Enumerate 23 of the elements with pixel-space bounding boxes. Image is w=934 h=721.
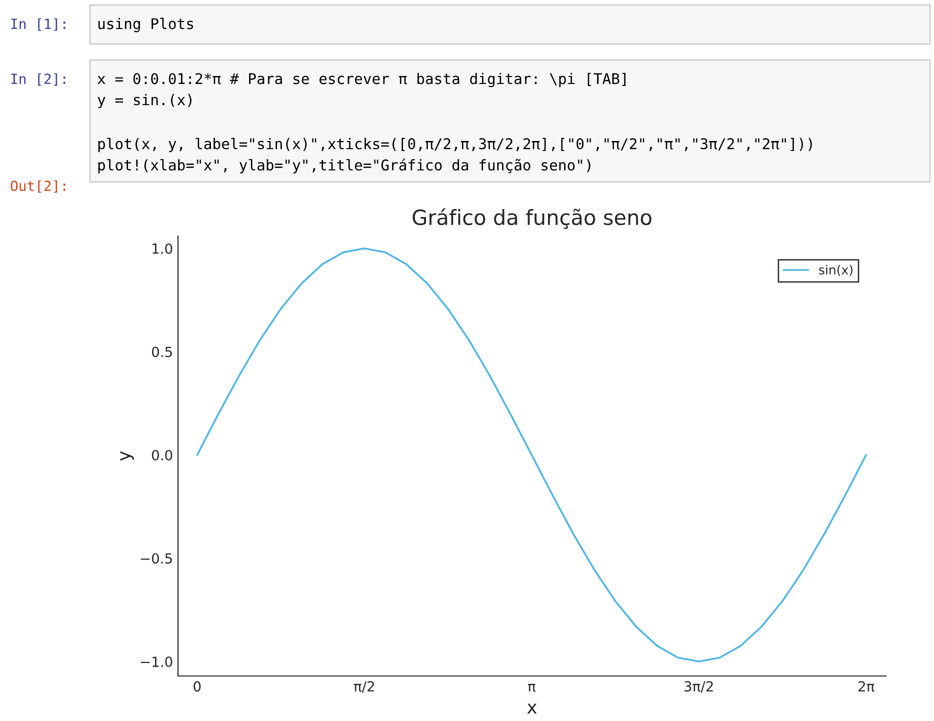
- text: x = 0:0.01:2*π # Para se escrever π basta digitar: \pi [TAB]: [98, 72, 626, 88]
- y-tick-label: 0.5: [152, 346, 172, 358]
- line-series: [196, 247, 867, 662]
- x-tick-label: π/2: [354, 681, 374, 693]
- x-tick-label: 3π/2: [684, 681, 713, 693]
- y-tick-label: −1.0: [140, 656, 172, 668]
- y-tick-label: −0.5: [140, 553, 172, 564]
- legend-label: sin(x): [819, 264, 852, 276]
- y-tick-label: 0.0: [152, 450, 172, 460]
- text: In [1]:: [11, 18, 66, 31]
- text: Out[2]:: [10, 180, 66, 193]
- x-tick-label: 0: [194, 681, 201, 692]
- y-tick-label: 1.0: [152, 243, 172, 254]
- text: plot(x, y, label="sin(x)",xticks=([0,π/2,π,3π/2,2π],["0","π/2","π","3π/2","2π"])): [98, 138, 812, 152]
- text: y = sin.(x): [98, 94, 192, 108]
- x-tick-label: π: [528, 684, 536, 692]
- chart-title: Gráfico da função seno: [412, 208, 652, 229]
- text: using Plots: [98, 18, 194, 32]
- y-axis-title: y: [120, 451, 134, 461]
- text: In [2]:: [11, 73, 66, 86]
- text: plot!(xlab="x", ylab="y",title="Gráfico da função seno"): [98, 158, 590, 174]
- x-axis-title: x: [527, 704, 537, 714]
- x-tick-label: 2π: [858, 681, 874, 692]
